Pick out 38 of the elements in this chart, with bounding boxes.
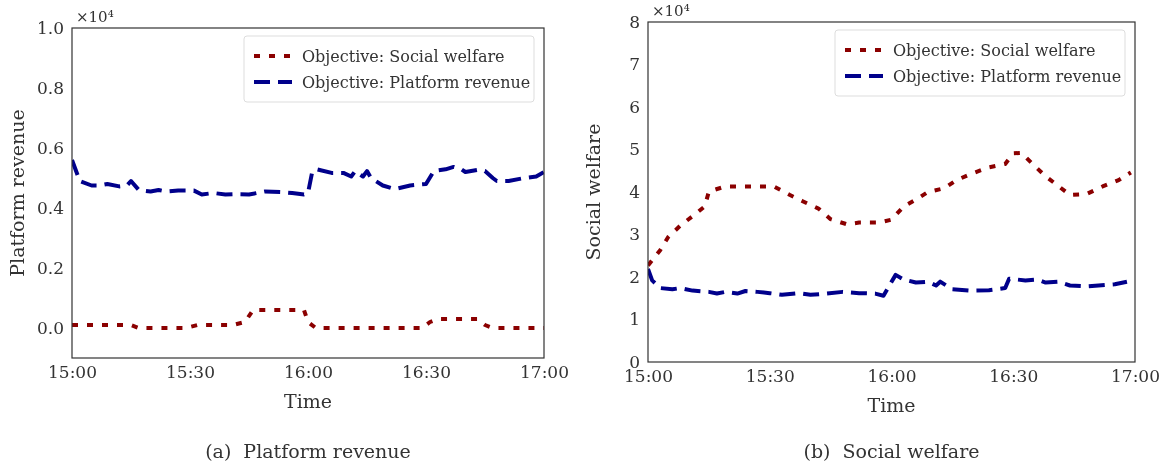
x-tick-label: 16:00 (284, 362, 333, 383)
line-series (648, 266, 1129, 298)
line-series (72, 158, 544, 197)
legend-label: Objective: Platform revenue (302, 73, 531, 92)
x-tick-label: 15:00 (48, 362, 97, 383)
y-tick-label: 2 (629, 266, 640, 287)
y-tick-label: 8 (629, 11, 640, 32)
y-tick-label: 1 (629, 309, 640, 330)
x-tick-label: 16:00 (867, 366, 917, 387)
legend-label: Objective: Social welfare (893, 41, 1096, 60)
y-tick-label: 0.6 (36, 137, 64, 158)
x-tick-label: 15:30 (745, 366, 795, 387)
legend-label: Objective: Social welfare (302, 47, 505, 66)
x-axis-title: Time (283, 390, 333, 412)
text: (b) Social welfare (803, 440, 980, 462)
legend-label: Objective: Platform revenue (893, 67, 1122, 86)
y-tick-label: 7 (629, 54, 640, 75)
text: (a) Platform revenue (205, 440, 411, 462)
x-tick-label: 17:00 (1111, 366, 1160, 387)
y-axis-title: Platform revenue (6, 109, 28, 277)
x-tick-label: 17:00 (520, 362, 569, 383)
line-series (648, 150, 1133, 268)
y-tick-label: 0.8 (36, 77, 64, 98)
y-tick-label: 1.0 (36, 17, 64, 38)
x-tick-label: 16:30 (402, 362, 451, 383)
y-tick-label: 0.2 (36, 257, 64, 278)
y-axis-title: Social welfare (582, 123, 604, 261)
y-tick-label: 4 (629, 181, 640, 202)
y-tick-label: 0.0 (36, 317, 64, 338)
y-tick-label: 6 (629, 96, 640, 117)
x-tick-label: 16:30 (989, 366, 1039, 387)
x-tick-label: 15:30 (166, 362, 215, 383)
y-tick-label: 3 (629, 224, 640, 245)
y-tick-label: 0.4 (36, 197, 64, 218)
y-tick-label: 5 (629, 139, 640, 160)
x-axis-title: Time (867, 394, 916, 416)
text: ×10⁴ (76, 8, 114, 26)
text: ×10⁴ (652, 2, 690, 20)
